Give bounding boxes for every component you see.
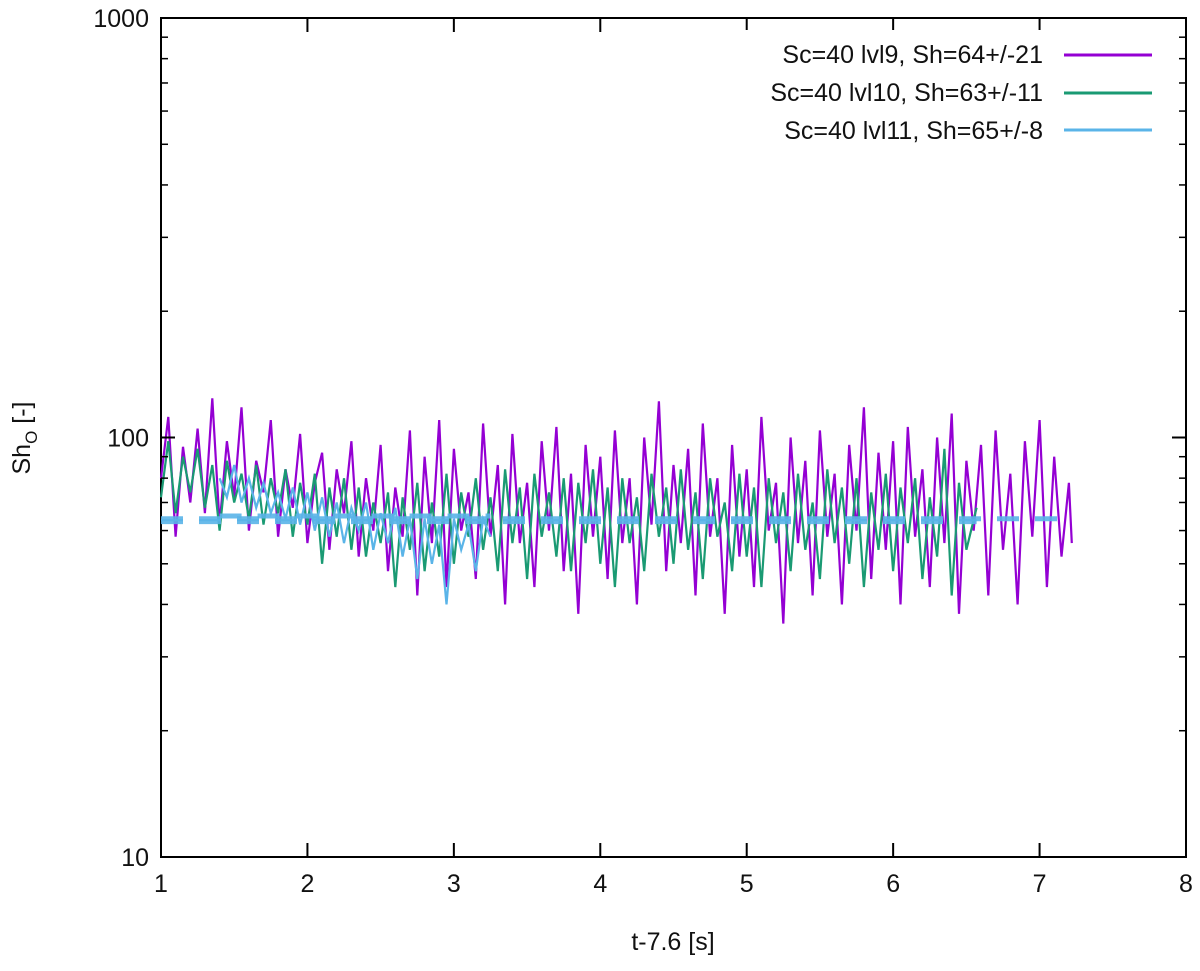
y-axis-title: ShO [-] xyxy=(8,402,41,475)
x-tick-label: 3 xyxy=(447,870,461,898)
y-axis-title-subscript: O xyxy=(22,431,41,444)
mean-lines xyxy=(161,513,1072,525)
y-axis-title-main: Sh xyxy=(8,444,36,475)
series-line-lvl9 xyxy=(159,398,1073,624)
x-tick-label: 1 xyxy=(154,870,168,898)
legend-label-lvl11: Sc=40 lvl11, Sh=65+/-8 xyxy=(784,117,1043,145)
legend-label-lvl10: Sc=40 lvl10, Sh=63+/-11 xyxy=(770,79,1043,107)
x-tick-label: 2 xyxy=(300,870,314,898)
legend-label-lvl9: Sc=40 lvl9, Sh=64+/-21 xyxy=(782,41,1043,69)
x-tick-label: 4 xyxy=(593,870,607,898)
y-tick-label: 10 xyxy=(121,844,149,872)
y-tick-label: 100 xyxy=(107,425,149,453)
x-tick-label: 8 xyxy=(1179,870,1193,898)
x-tick-label: 6 xyxy=(886,870,900,898)
legend: Sc=40 lvl9, Sh=64+/-21 Sc=40 lvl10, Sh=6… xyxy=(670,30,1175,150)
axes: 1 2 3 4 5 6 7 8 10 100 1000 xyxy=(93,5,1193,898)
y-tick-label: 1000 xyxy=(93,5,149,33)
y-axis-title-suffix: [-] xyxy=(8,402,36,431)
x-tick-label: 7 xyxy=(1033,870,1047,898)
y-axis-title-text: ShO [-] xyxy=(8,402,41,475)
x-tick-label: 5 xyxy=(740,870,754,898)
x-axis-title: t-7.6 [s] xyxy=(631,928,714,956)
